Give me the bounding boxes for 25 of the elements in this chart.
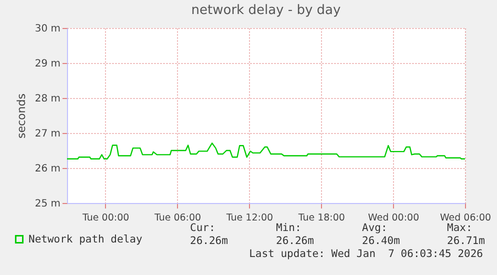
x-tick-label: Wed 00:00 — [368, 212, 420, 224]
x-tick-label: Tue 12:00 — [225, 212, 274, 224]
y-tick-label: 26 m — [34, 164, 60, 174]
line-series — [66, 142, 466, 160]
y-tick-label: 25 m — [34, 198, 60, 210]
x-tick-label: Wed 06:00 — [440, 212, 492, 224]
text: Max: — [447, 222, 472, 234]
x-tick-label: Tue 06:00 — [153, 212, 202, 224]
y-tick-label: 29 m — [34, 58, 60, 70]
text: 26.26m — [276, 235, 314, 247]
text: Avg: — [362, 222, 388, 234]
y-axis-title: seconds — [14, 93, 28, 138]
x-tick-label: Tue 18:00 — [297, 212, 345, 224]
chart-title: network delay - by day — [191, 3, 341, 18]
text: 26.71m — [447, 235, 485, 247]
y-tick-label: 27 m — [34, 128, 60, 140]
text: Min: — [276, 222, 302, 234]
x-tick-label: Tue 00:00 — [82, 212, 130, 224]
text: Cur: — [190, 222, 216, 234]
legend-label: Network path delay — [28, 233, 142, 246]
text: Last update: Wed Jan 7 06:03:45 2026 — [249, 248, 483, 260]
text: 26.26m — [190, 235, 228, 247]
y-tick-label: 30 m — [34, 24, 60, 34]
y-tick-label: 28 m — [34, 94, 60, 104]
text: 26.40m — [362, 235, 400, 247]
